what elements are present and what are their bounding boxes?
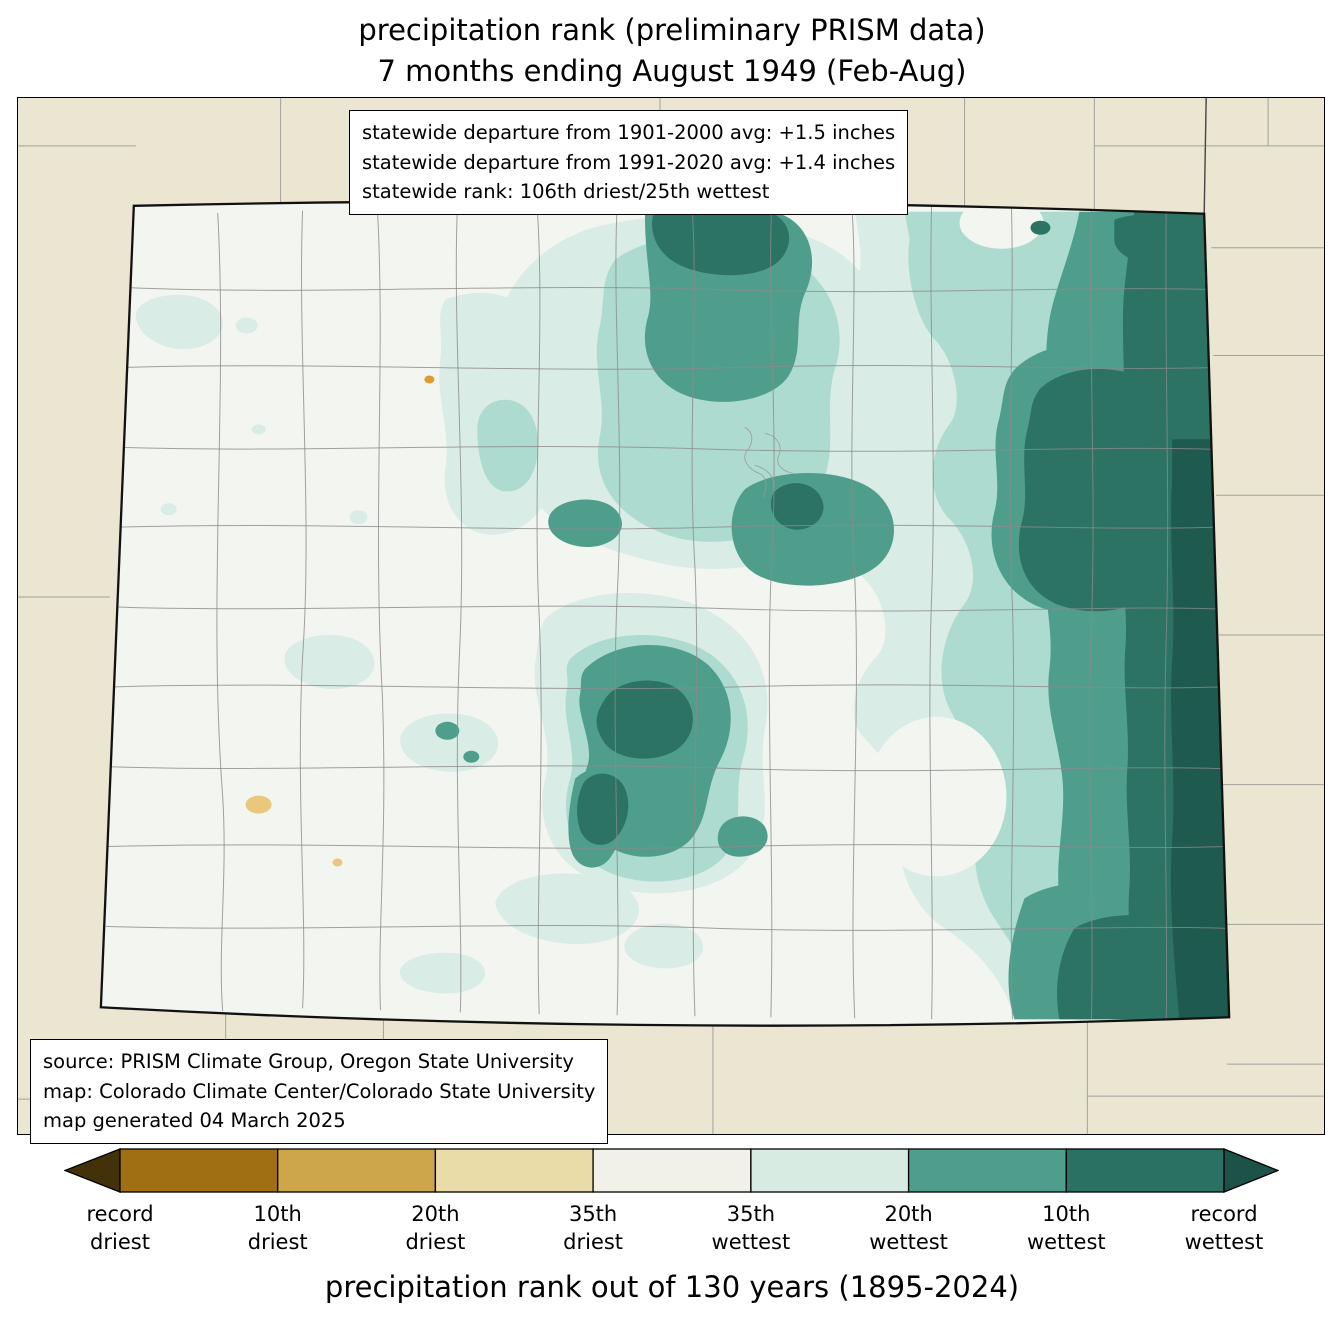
label-text: record [86, 1202, 154, 1226]
stats-line-1: statewide departure from 1901-2000 avg: … [362, 121, 896, 144]
label-text: 35th [726, 1202, 776, 1226]
figure-title: precipitation rank (preliminary PRISM da… [0, 10, 1344, 92]
label-text: driest [563, 1230, 624, 1255]
stats-box: statewide departure from 1901-2000 avg: … [349, 110, 909, 215]
label-text: wettest [869, 1230, 948, 1255]
near-normal-holes [866, 201, 1044, 877]
dry-spot-small [332, 858, 343, 867]
colorbar-labels: record driest 10th driest 20th driest 35… [64, 1200, 1279, 1262]
colorbar-arrow-driest [64, 1148, 121, 1193]
source-line-1: source: PRISM Climate Group, Oregon Stat… [43, 1050, 574, 1073]
colorbar-seg-20th-10th-wettest [907, 1148, 1067, 1193]
colorbar-seg-10th-record-wettest [1065, 1148, 1225, 1193]
label-text: 10th [1042, 1202, 1091, 1226]
county-lines-vertical [216, 204, 1169, 1020]
colorbar-label-10th-wettest: 10th wettest [1027, 1200, 1106, 1257]
colorbar-caption: precipitation rank out of 130 years (189… [324, 1270, 1020, 1304]
colorbar-label-record-wettest: record wettest [1185, 1200, 1264, 1257]
title-line-1: precipitation rank (preliminary PRISM da… [358, 13, 986, 47]
source-box: source: PRISM Climate Group, Oregon Stat… [30, 1039, 609, 1144]
colorbar-label-20th-driest: 20th driest [405, 1200, 465, 1257]
dry-spot-tan [245, 795, 272, 814]
colorbar-seg-record-10th-driest [119, 1148, 279, 1193]
label-text: driest [247, 1230, 308, 1255]
label-text: 20th [411, 1202, 460, 1226]
source-line-2: map: Colorado Climate Center/Colorado St… [43, 1079, 596, 1103]
dry-spot-orange [424, 375, 435, 384]
stats-line-3: statewide rank: 106th driest/25th wettes… [362, 180, 770, 204]
colorbar-label-record-driest: record driest [86, 1200, 153, 1257]
colorado-rank-map [18, 98, 1324, 1134]
label-text: 10th [253, 1202, 302, 1226]
colorbar-label-10th-driest: 10th driest [248, 1200, 308, 1257]
colorbar-label-35th-wettest: 35th wettest [712, 1200, 791, 1257]
colorbar-seg-35th-20th-wettest [750, 1148, 910, 1193]
state-fill-layers [100, 201, 1230, 1026]
colorbar-seg-20th-35th-driest [434, 1148, 594, 1193]
title-line-2: 7 months ending August 1949 (Feb-Aug) [377, 54, 967, 89]
label-text: wettest [711, 1230, 791, 1255]
label-text: 35th [568, 1202, 618, 1226]
neighbor-state-county-lines [18, 98, 1324, 1134]
label-text: wettest [1184, 1230, 1264, 1255]
county-lines-horizontal [105, 286, 1228, 931]
label-text: wettest [1026, 1230, 1106, 1255]
colorbar-seg-near-normal [592, 1148, 752, 1193]
municipal-boundary-squiggles [744, 427, 793, 498]
wyoming-nebraska-border-line [1203, 98, 1207, 214]
label-text: record [1190, 1202, 1258, 1226]
colorbar-arrow-wettest [1223, 1148, 1279, 1193]
colorbar-label-35th-driest: 35th driest [563, 1200, 623, 1257]
label-text: driest [405, 1230, 466, 1255]
source-line-3: map generated 04 March 2025 [43, 1109, 346, 1133]
stats-line-2: statewide departure from 1991-2020 avg: … [362, 150, 896, 174]
colorbar-scale [64, 1148, 1279, 1193]
colorbar-seg-10th-20th-driest [277, 1148, 437, 1193]
label-text: driest [90, 1230, 150, 1255]
map-area: statewide departure from 1901-2000 avg: … [17, 97, 1325, 1144]
rank-region-10th-wettest [577, 205, 1230, 1020]
label-text: 20th [884, 1202, 933, 1226]
colorbar-label-20th-wettest: 20th wettest [869, 1200, 948, 1257]
